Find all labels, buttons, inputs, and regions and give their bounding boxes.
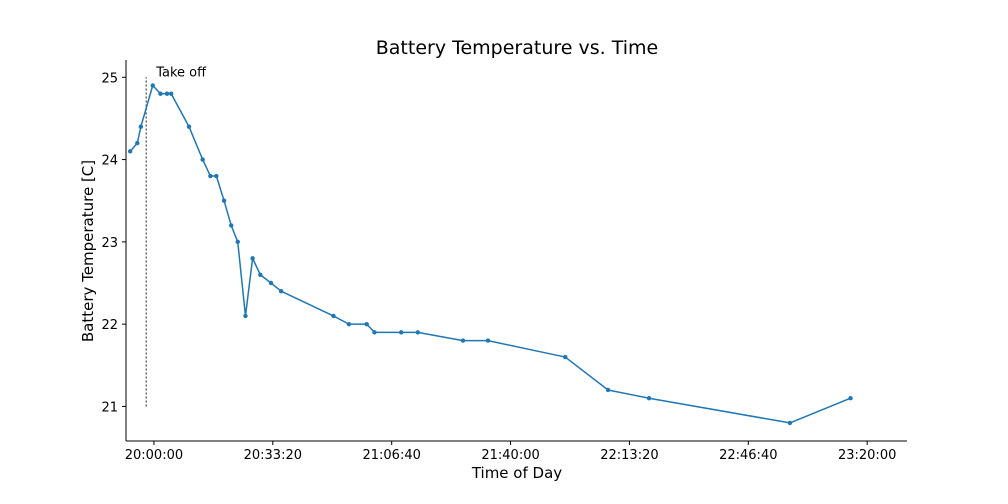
data-point [605, 387, 611, 393]
plot-area: Take off [127, 65, 853, 426]
data-point [229, 223, 234, 228]
data-point [200, 157, 205, 162]
x-tick-label: 22:46:40 [719, 448, 777, 463]
data-point [372, 330, 377, 335]
x-tick-label: 23:20:00 [838, 448, 896, 463]
data-point [258, 272, 263, 277]
x-tick-label: 22:13:20 [600, 448, 658, 463]
data-point [150, 83, 155, 88]
data-point [158, 91, 163, 96]
data-point [563, 354, 568, 360]
data-point [364, 321, 369, 327]
data-point [646, 396, 652, 401]
data-point [221, 198, 227, 203]
data-point [460, 338, 466, 343]
y-axis-ticks: 21 22 23 24 25 [101, 71, 126, 415]
data-point [186, 124, 192, 129]
x-tick-label: 21:06:40 [362, 448, 420, 463]
y-tick-label: 23 [101, 236, 118, 251]
data-point [250, 256, 255, 261]
data-point [127, 149, 133, 154]
data-point [135, 140, 140, 146]
y-tick-label: 21 [101, 400, 118, 415]
chart-title: Battery Temperature vs. Time [376, 37, 658, 59]
data-point [164, 91, 170, 96]
series-line [129, 84, 851, 424]
data-point [243, 313, 248, 319]
data-point [415, 330, 421, 335]
x-axis-label: Time of Day [471, 464, 562, 482]
x-tick-label: 21:40:00 [481, 448, 539, 463]
x-axis-ticks: 20:00:00 20:33:20 21:06:40 21:40:00 22:13:20… [125, 441, 896, 463]
data-point [346, 321, 352, 327]
y-tick-label: 24 [101, 154, 118, 169]
data-point [214, 173, 219, 179]
data-point [787, 420, 793, 426]
y-tick-label: 25 [101, 71, 118, 86]
takeoff-annotation: Take off [155, 65, 207, 80]
data-point [398, 330, 404, 335]
data-point [278, 289, 284, 294]
data-point [208, 173, 213, 179]
data-point [268, 280, 274, 286]
data-point [138, 124, 144, 129]
y-tick-label: 22 [101, 318, 118, 333]
y-axis-label: Battery Temperature [C] [79, 160, 97, 342]
x-tick-label: 20:33:20 [244, 448, 302, 463]
x-tick-label: 20:00:00 [125, 448, 183, 463]
data-point [331, 313, 336, 319]
data-point [235, 239, 240, 245]
data-point [848, 396, 853, 401]
data-point [168, 91, 174, 96]
data-point [485, 338, 491, 343]
